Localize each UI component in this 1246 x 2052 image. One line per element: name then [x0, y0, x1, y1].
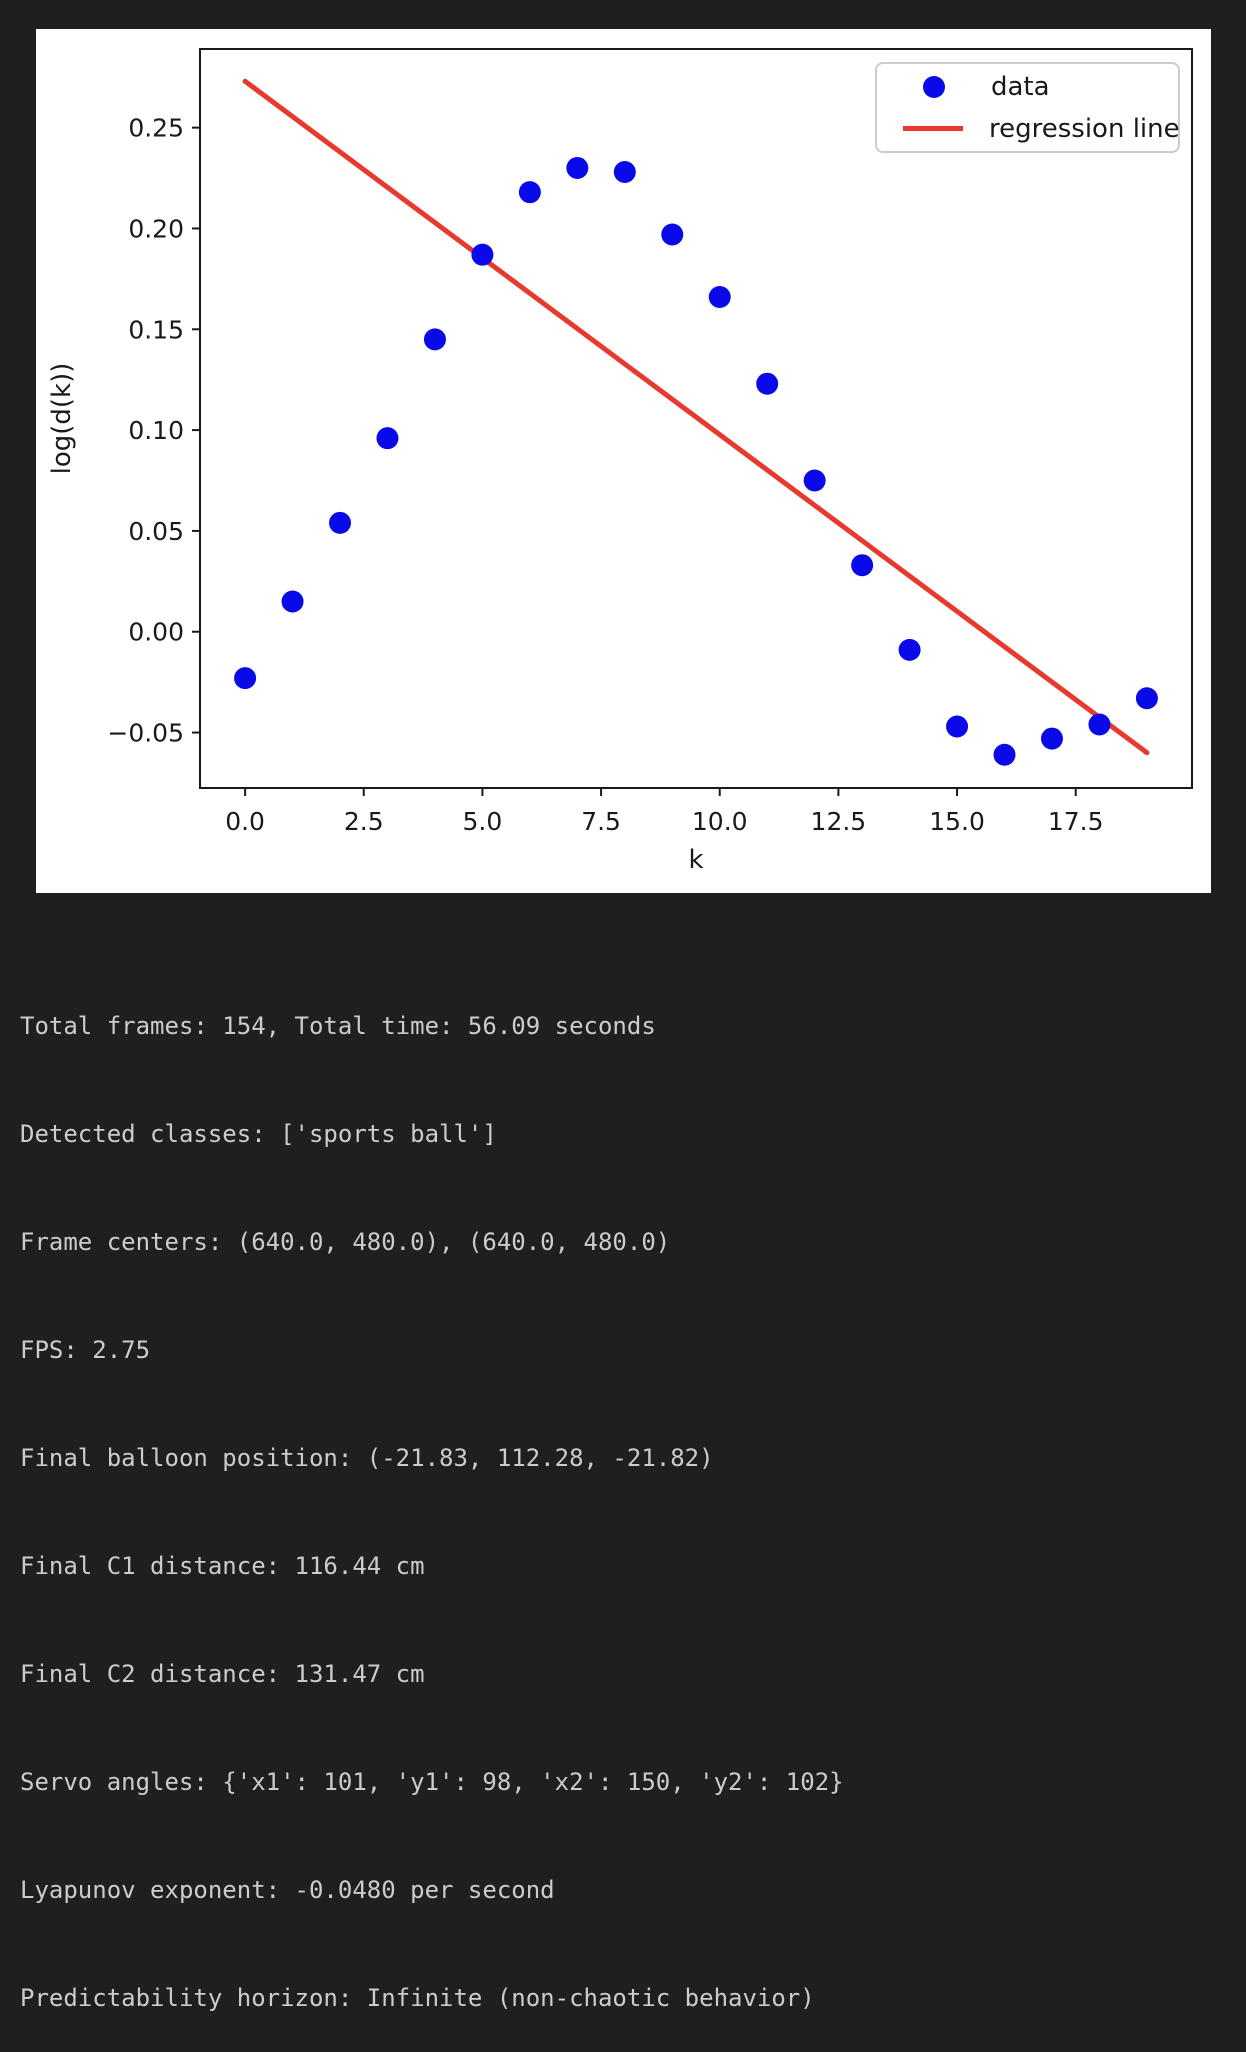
regression-line-icon [903, 126, 963, 131]
y-tick-label: 0.25 [128, 114, 184, 143]
terminal-line-frame-centers: Frame centers: (640.0, 480.0), (640.0, 4… [20, 1228, 671, 1256]
x-tick-label: 17.5 [1048, 807, 1104, 836]
terminal-line-c2-distance: Final C2 distance: 131.47 cm [20, 1660, 425, 1688]
x-tick-label: 0.0 [225, 807, 265, 836]
data-point [756, 372, 779, 395]
legend-entry-regression: regression line [903, 111, 1180, 147]
x-tick-label: 5.0 [463, 807, 503, 836]
legend-entry-data: data [903, 69, 1178, 105]
terminal-line-c1-distance: Final C1 distance: 116.44 cm [20, 1552, 425, 1580]
terminal-output: Total frames: 154, Total time: 56.09 sec… [20, 936, 844, 2052]
y-tick-label: 0.00 [128, 618, 184, 647]
data-point [898, 638, 921, 661]
data-point [234, 667, 257, 690]
data-point [613, 160, 636, 183]
data-point [423, 328, 446, 351]
legend-label-data: data [991, 71, 1050, 102]
data-point [661, 223, 684, 246]
terminal-line-lyapunov-exponent: Lyapunov exponent: -0.0480 per second [20, 1876, 555, 1904]
data-point [1040, 727, 1063, 750]
data-point [376, 427, 399, 450]
data-point [1088, 713, 1111, 736]
y-axis-label: log(d(k)) [47, 363, 77, 475]
data-point [851, 554, 874, 577]
matplotlib-figure: 0.0 2.5 5.0 7.5 10.0 12.5 15.0 17.5 −0.05 0.00 0.0… [36, 29, 1211, 893]
terminal-line-servo-angles: Servo angles: {'x1': 101, 'y1': 98, 'x2'… [20, 1768, 844, 1796]
data-point [566, 156, 589, 179]
terminal-line-total-frames: Total frames: 154, Total time: 56.09 sec… [20, 1012, 656, 1040]
lyapunov-scatter-chart: 0.0 2.5 5.0 7.5 10.0 12.5 15.0 17.5 −0.05 0.00 0.0… [47, 48, 1193, 875]
chart-legend: data regression line [875, 62, 1180, 153]
data-point [993, 743, 1016, 766]
x-axis-label: k [688, 845, 703, 875]
x-tick-label: 7.5 [581, 807, 621, 836]
x-tick-label: 15.0 [929, 807, 985, 836]
data-point-icon [923, 75, 945, 98]
x-tick-label: 10.0 [692, 807, 748, 836]
regression-line [242, 78, 1150, 756]
y-tick-label: 0.15 [128, 315, 184, 344]
data-point [708, 286, 731, 309]
data-point [329, 511, 352, 534]
terminal-line-detected-classes: Detected classes: ['sports ball'] [20, 1120, 497, 1148]
x-tick-label: 12.5 [811, 807, 867, 836]
legend-label-regression: regression line [989, 113, 1180, 144]
terminal-line-fps: FPS: 2.75 [20, 1336, 151, 1364]
data-point [803, 469, 826, 492]
y-tick-label: 0.10 [128, 416, 184, 445]
x-tick-label: 2.5 [344, 807, 384, 836]
y-tick-label: 0.20 [128, 214, 184, 243]
data-point [1135, 687, 1158, 710]
y-tick-label: −0.05 [107, 719, 184, 748]
data-point [518, 181, 541, 204]
data-point [946, 715, 969, 738]
y-tick-label: 0.05 [128, 517, 184, 546]
data-point [471, 243, 494, 266]
data-point [281, 590, 304, 613]
axes-spines [199, 48, 1193, 789]
terminal-line-predictability-horizon: Predictability horizon: Infinite (non-ch… [20, 1984, 815, 2012]
terminal-line-balloon-position: Final balloon position: (-21.83, 112.28,… [20, 1444, 714, 1472]
